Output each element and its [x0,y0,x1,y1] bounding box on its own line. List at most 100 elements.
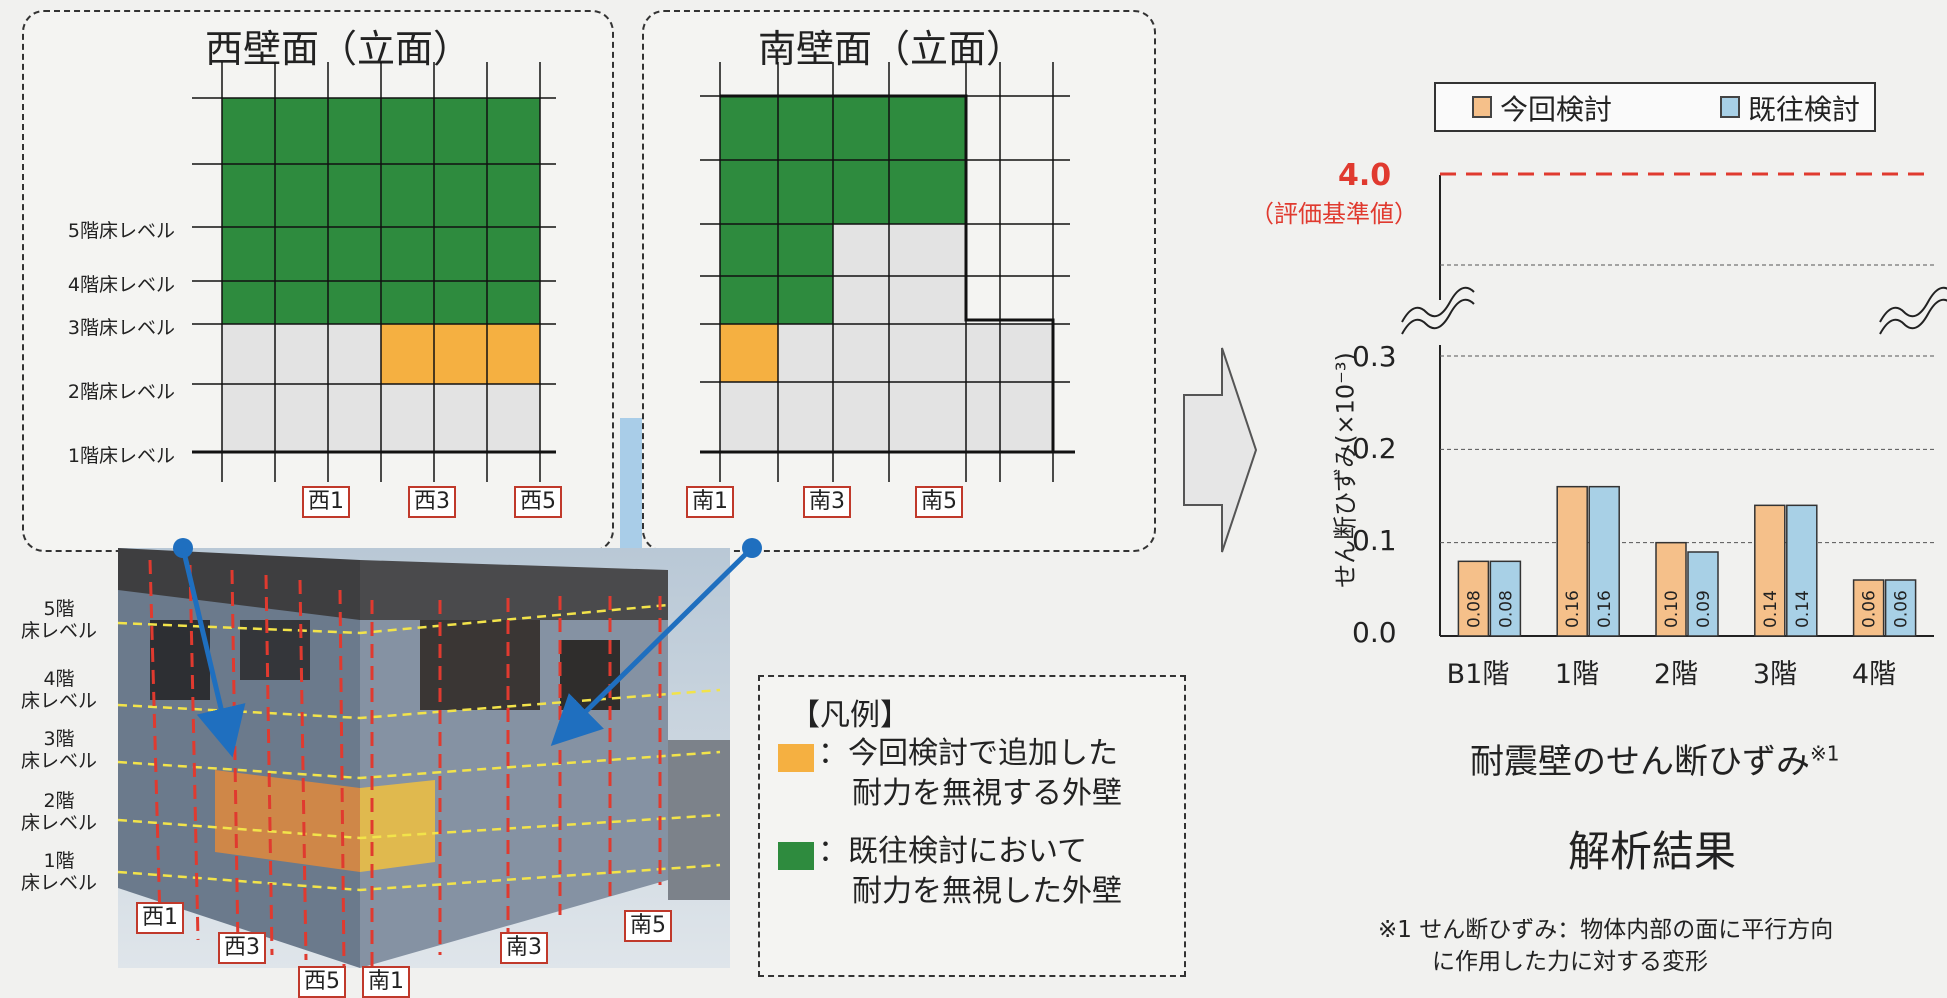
west-orange-region [381,324,540,384]
bar-label-current-4: 0.06 [1860,590,1880,628]
y-tick-0.2: 0.2 [1352,432,1397,465]
x-label-3f: 3階 [1752,659,1798,690]
chart-legend-swatch-current [1472,96,1492,118]
bar-previous-2 [1687,551,1719,637]
bar-label-current-0: 0.08 [1464,590,1484,628]
south-axis-5: 南5 [915,486,963,518]
y-tick-0.3: 0.3 [1352,340,1397,373]
axis-break-left-1 [1401,286,1475,323]
chart-title-text: 耐震壁のせん断ひずみ [1470,742,1810,782]
bar-current-4 [1852,579,1885,637]
photo-floor-label-5-line1: 5階 [43,598,75,620]
legend-item-orange: ：今回検討で追加した 耐力を無視する外壁 [818,734,1122,814]
photo-floor-label-1: 1階 床レベル [14,850,104,894]
bar-label-previous-4: 0.06 [1892,590,1912,628]
photo-axis-south3: 南3 [500,932,548,964]
west-axis-3: 西3 [408,486,456,518]
west-elevation-grid [192,62,556,482]
west-panel-title: 西壁面（立面） [205,27,472,71]
chart-legend-previous: 既往検討 [1748,93,1861,126]
legend-item-orange-line1: ：今回検討で追加した [818,736,1118,771]
chart-legend: 今回検討 既往検討 [1434,82,1876,132]
chart-legend-current: 今回検討 [1500,93,1613,126]
bar-label-previous-1: 0.16 [1595,590,1615,628]
chart-title-note: ※1 [1810,741,1840,766]
south-axis-3: 南3 [803,486,851,518]
footnote-line2: に作用した力に対する変形 [1432,949,1708,975]
photo-axis-south5: 南5 [624,910,672,942]
south-connector [620,418,642,548]
south-orange-region [720,324,778,382]
bar-current-2 [1655,541,1687,637]
photo-floor-label-4: 4階 床レベル [14,668,104,712]
reference-value: 4.0 [1338,158,1392,193]
bar-label-current-3: 0.14 [1761,590,1781,628]
photo-floor-label-3: 3階 床レベル [14,728,104,772]
axis-break-right-1 [1879,286,1947,323]
west-floor-label-2: 2階床レベル [67,381,175,403]
photo-floor-label-1-line1: 1階 [43,850,75,872]
photo-axis-west1: 西1 [136,902,184,934]
photo-floor-label-3-line1: 3階 [43,728,75,750]
south-panel-title: 南壁面（立面） [758,27,1025,71]
chart-legend-swatch-previous [1720,96,1740,118]
west-axis-5: 西5 [514,486,562,518]
bar-previous-4 [1884,579,1917,637]
photo-floor-label-2: 2階 床レベル [14,790,104,834]
flow-arrow [1183,347,1258,553]
chart-title: 耐震壁のせん断ひずみ※1 [1470,734,1839,783]
west-floor-label-5: 5階床レベル [67,220,175,242]
axis-break-left-2 [1401,298,1475,335]
x-label-1f: 1階 [1554,659,1600,690]
south-gray-upper [833,224,966,324]
south-pointer-arrow [550,546,754,747]
bar-label-previous-3: 0.14 [1793,590,1813,628]
photo-floor-label-3-line2: 床レベル [20,750,97,772]
result-title: 解析結果 [1568,827,1737,876]
south-elevation-grid [700,62,1075,482]
x-label-b1: B1階 [1446,659,1510,690]
bar-label-current-2: 0.10 [1662,590,1682,628]
y-tick-0.0: 0.0 [1352,616,1397,649]
photo-floor-label-4-line2: 床レベル [20,690,97,712]
photo-axis-south1: 南1 [362,966,410,998]
photo-floor-label-5: 5階 床レベル [14,598,104,642]
axis-break-right-2 [1879,298,1947,335]
legend-item-orange-line2: 耐力を無視する外壁 [852,776,1122,811]
west-floor-label-3: 3階床レベル [67,317,175,339]
photo-floor-label-1-line2: 床レベル [20,872,97,894]
west-floor-label-4: 4階床レベル [67,274,175,296]
x-label-4f: 4階 [1851,659,1897,690]
south-green-left [720,224,833,324]
legend-swatch-green [778,842,814,870]
legend-swatch-orange [778,744,814,772]
bar-current-3 [1754,504,1786,637]
photo-floor-label-2-line2: 床レベル [20,812,97,834]
west-floor-label-1: 1階床レベル [67,445,175,467]
photo-axis-west5: 西5 [298,966,346,998]
pointer-arrows [173,418,762,758]
photo-floor-label-2-line1: 2階 [43,790,75,812]
bar-label-previous-0: 0.08 [1496,590,1516,628]
south-axis-1: 南1 [686,486,734,518]
bar-label-current-1: 0.16 [1563,590,1583,628]
photo-floor-label-4-line1: 4階 [43,668,75,690]
footnote-line1: ※1 せん断ひずみ：物体内部の面に平行方向 [1378,917,1834,943]
photo-floor-label-5-line2: 床レベル [20,620,97,642]
legend-item-green-line2: 耐力を無視した外壁 [852,874,1122,909]
bar-current-0 [1457,560,1490,637]
legend-box [758,675,1186,977]
photo-axis-west3: 西3 [218,932,266,964]
bar-previous-0 [1489,560,1522,637]
y-tick-0.1: 0.1 [1352,524,1397,557]
legend-item-green-line1: ：既往検討において [818,834,1088,869]
bar-previous-3 [1786,504,1818,637]
west-axis-1: 西1 [302,486,350,518]
bar-previous-1 [1588,485,1620,637]
x-label-2f: 2階 [1653,659,1699,690]
legend-item-green: ：既往検討において 耐力を無視した外壁 [818,832,1122,912]
legend-title: 【凡例】 [790,698,910,733]
bar-current-1 [1556,485,1588,637]
bar-label-previous-2: 0.09 [1694,590,1714,628]
